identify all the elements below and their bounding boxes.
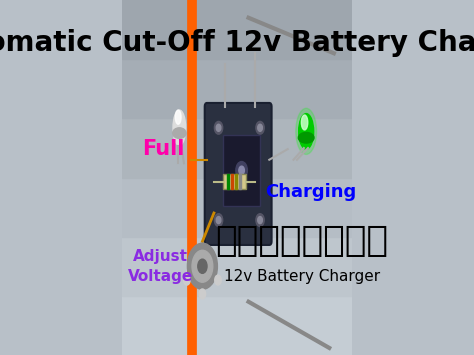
Ellipse shape [175,110,181,124]
Ellipse shape [173,128,186,138]
Bar [122,296,352,355]
Ellipse shape [298,132,314,143]
Circle shape [215,275,221,285]
Circle shape [236,162,247,179]
Bar [122,0,352,59]
Text: अटोमेटिक: अटोमेटिक [215,224,388,258]
Bar [122,118,352,178]
Circle shape [239,166,245,175]
Circle shape [198,259,207,273]
Circle shape [216,124,221,131]
Ellipse shape [299,114,314,149]
Text: 12v Battery Charger: 12v Battery Charger [224,269,380,284]
Circle shape [183,275,190,285]
Bar [231,174,233,189]
Bar [239,174,241,189]
Circle shape [216,217,221,224]
Bar [223,174,246,189]
Text: Adjust
Voltage: Adjust Voltage [128,249,193,284]
Circle shape [214,121,223,134]
Ellipse shape [301,115,308,130]
Circle shape [256,214,264,226]
FancyBboxPatch shape [205,103,272,245]
Bar [122,59,352,118]
Circle shape [199,289,206,299]
Bar [235,174,237,189]
Circle shape [214,214,223,226]
Bar [122,178,352,237]
Circle shape [256,121,264,134]
Ellipse shape [296,108,317,154]
Text: Automatic Cut-Off 12v Battery Charger: Automatic Cut-Off 12v Battery Charger [0,29,474,56]
Circle shape [258,124,263,131]
Text: Charging: Charging [265,183,356,201]
Bar [122,237,352,296]
Circle shape [258,217,263,224]
Text: Full: Full [142,139,184,159]
Circle shape [187,243,218,289]
Bar [227,174,229,189]
Ellipse shape [173,110,186,146]
Bar [223,135,260,206]
Circle shape [192,250,213,282]
